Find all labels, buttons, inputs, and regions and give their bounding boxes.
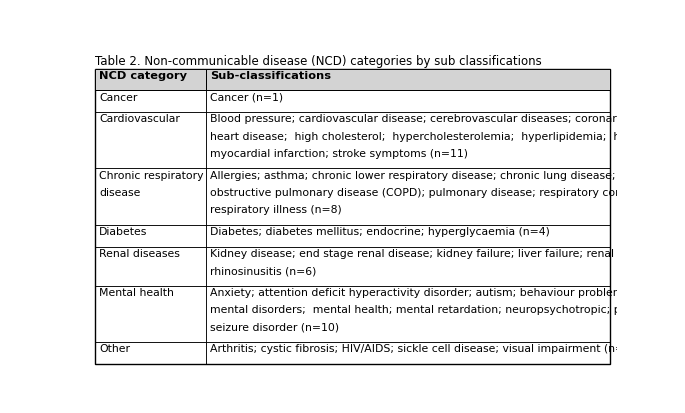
Bar (206, 113, 610, 169)
Text: Diabetes: Diabetes (99, 227, 147, 237)
Text: Kidney disease; end stage renal disease; kidney failure; liver failure; renal fa: Kidney disease; end stage renal disease;… (210, 248, 656, 258)
Text: respiratory illness (n=8): respiratory illness (n=8) (210, 205, 342, 215)
Bar (95, 69, 610, 91)
Bar (206, 169, 610, 225)
Bar (95, 113, 206, 169)
Bar (95, 69, 206, 91)
Bar (95, 247, 206, 286)
Bar (95, 169, 206, 225)
Text: Table 2. Non-communicable disease (NCD) categories by sub classifications: Table 2. Non-communicable disease (NCD) … (95, 55, 542, 68)
Text: Allergies; asthma; chronic lower respiratory disease; chronic lung disease; chro: Allergies; asthma; chronic lower respira… (210, 171, 659, 180)
Bar (206, 247, 610, 286)
Text: disease: disease (99, 188, 140, 197)
Bar (95, 286, 206, 342)
Text: Chronic respiratory: Chronic respiratory (99, 171, 203, 180)
Bar (206, 342, 610, 364)
Text: obstructive pulmonary disease (COPD); pulmonary disease; respiratory conditions;: obstructive pulmonary disease (COPD); pu… (210, 188, 662, 197)
Text: Other: Other (99, 343, 130, 353)
Text: heart disease;  high cholesterol;  hypercholesterolemia;  hyperlipidemia;  hyper: heart disease; high cholesterol; hyperch… (210, 131, 685, 141)
Text: Arthritis; cystic fibrosis; HIV/AIDS; sickle cell disease; visual impairment (n=: Arthritis; cystic fibrosis; HIV/AIDS; si… (210, 343, 635, 353)
Text: Blood pressure; cardiovascular disease; cerebrovascular diseases; coronary arter: Blood pressure; cardiovascular disease; … (210, 114, 685, 124)
Text: NCD category: NCD category (99, 71, 187, 81)
Bar (95, 225, 206, 247)
Bar (206, 91, 610, 113)
Text: mental disorders;  mental health; mental retardation; neuropsychotropic; psychia: mental disorders; mental health; mental … (210, 304, 685, 314)
Text: Diabetes; diabetes mellitus; endocrine; hyperglycaemia (n=4): Diabetes; diabetes mellitus; endocrine; … (210, 227, 550, 237)
Bar (95, 91, 206, 113)
Bar (95, 342, 206, 364)
Bar (206, 286, 610, 342)
Text: seizure disorder (n=10): seizure disorder (n=10) (210, 322, 339, 332)
Text: Renal diseases: Renal diseases (99, 248, 180, 258)
Text: Sub-classifications: Sub-classifications (210, 71, 331, 81)
Text: myocardial infarction; stroke symptoms (n=11): myocardial infarction; stroke symptoms (… (210, 149, 468, 159)
Bar (206, 69, 610, 91)
Text: Cancer (n=1): Cancer (n=1) (210, 93, 283, 102)
Text: Cardiovascular: Cardiovascular (99, 114, 180, 124)
Bar (206, 225, 610, 247)
Text: rhinosinusitis (n=6): rhinosinusitis (n=6) (210, 266, 316, 275)
Text: Anxiety; attention deficit hyperactivity disorder; autism; behaviour problems; d: Anxiety; attention deficit hyperactivity… (210, 287, 685, 297)
Text: Mental health: Mental health (99, 287, 174, 297)
Text: Cancer: Cancer (99, 93, 138, 102)
